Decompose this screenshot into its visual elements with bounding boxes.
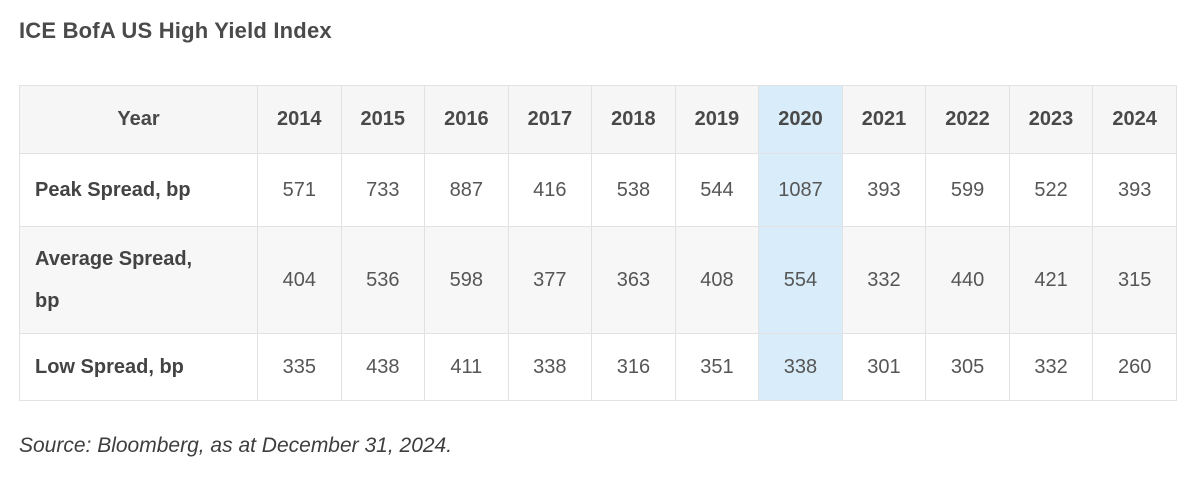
value-cell: 363: [591, 226, 676, 334]
table-body: Peak Spread, bp 571 733 887 416 538 544 1087 393…: [19, 153, 1177, 401]
value-cell: 316: [591, 333, 676, 401]
column-header-2022: 2022: [925, 85, 1010, 154]
value-cell: 315: [1092, 226, 1177, 334]
value-cell: 440: [925, 226, 1010, 334]
value-cell: 393: [1092, 153, 1177, 227]
value-cell: 411: [424, 333, 509, 401]
table-row: Average Spread, bp 404 536 598 377 363 408 554 3…: [19, 226, 1177, 334]
column-header-year: Year: [19, 85, 258, 154]
row-label: Peak Spread, bp: [19, 153, 258, 227]
value-cell: 1087: [758, 153, 843, 227]
column-header-2017: 2017: [507, 85, 593, 154]
column-header-2020: 2020: [758, 85, 843, 154]
value-cell: 260: [1092, 333, 1177, 401]
spread-table: Year 2014 2015 2016 2017 2018 2019 2020 2021 2022…: [19, 85, 1177, 401]
value-cell: 305: [925, 333, 1010, 401]
value-cell: 538: [591, 153, 676, 227]
value-cell: 404: [257, 226, 342, 334]
column-header-2018: 2018: [591, 85, 676, 154]
column-header-2024: 2024: [1092, 85, 1177, 154]
column-header-2014: 2014: [257, 85, 342, 154]
value-cell: 377: [507, 226, 593, 334]
value-cell: 421: [1008, 226, 1094, 334]
value-cell: 598: [424, 226, 509, 334]
value-cell: 338: [507, 333, 593, 401]
row-label: Average Spread, bp: [19, 226, 258, 334]
value-cell: 332: [1008, 333, 1094, 401]
value-cell: 408: [674, 226, 760, 334]
table-header-row: Year 2014 2015 2016 2017 2018 2019 2020 2021 2022…: [19, 85, 1177, 154]
source-note: Source: Bloomberg, as at December 31, 20…: [19, 434, 453, 457]
value-cell: 338: [758, 333, 843, 401]
column-header-2019: 2019: [674, 85, 760, 154]
value-cell: 438: [340, 333, 426, 401]
value-cell: 536: [340, 226, 426, 334]
page-title: ICE BofA US High Yield Index: [19, 18, 332, 43]
column-header-2023: 2023: [1008, 85, 1094, 154]
value-cell: 554: [758, 226, 843, 334]
table-head: Year 2014 2015 2016 2017 2018 2019 2020 2021 2022…: [19, 85, 1177, 154]
value-cell: 332: [841, 226, 927, 334]
value-cell: 335: [257, 333, 342, 401]
table-row: Low Spread, bp 335 438 411 338 316 351 338 301 30…: [19, 333, 1177, 401]
table-row: Peak Spread, bp 571 733 887 416 538 544 1087 393…: [19, 153, 1177, 227]
value-cell: 301: [841, 333, 927, 401]
value-cell: 733: [340, 153, 426, 227]
value-cell: 393: [841, 153, 927, 227]
value-cell: 571: [257, 153, 342, 227]
value-cell: 351: [674, 333, 760, 401]
column-header-2016: 2016: [424, 85, 509, 154]
value-cell: 544: [674, 153, 760, 227]
page-container: ICE BofA US High Yield Index Year 2014 201…: [0, 18, 1196, 458]
value-cell: 522: [1008, 153, 1094, 227]
value-cell: 416: [507, 153, 593, 227]
column-header-2021: 2021: [841, 85, 927, 154]
column-header-2015: 2015: [340, 85, 426, 154]
value-cell: 887: [424, 153, 509, 227]
value-cell: 599: [925, 153, 1010, 227]
row-label: Low Spread, bp: [19, 333, 258, 401]
